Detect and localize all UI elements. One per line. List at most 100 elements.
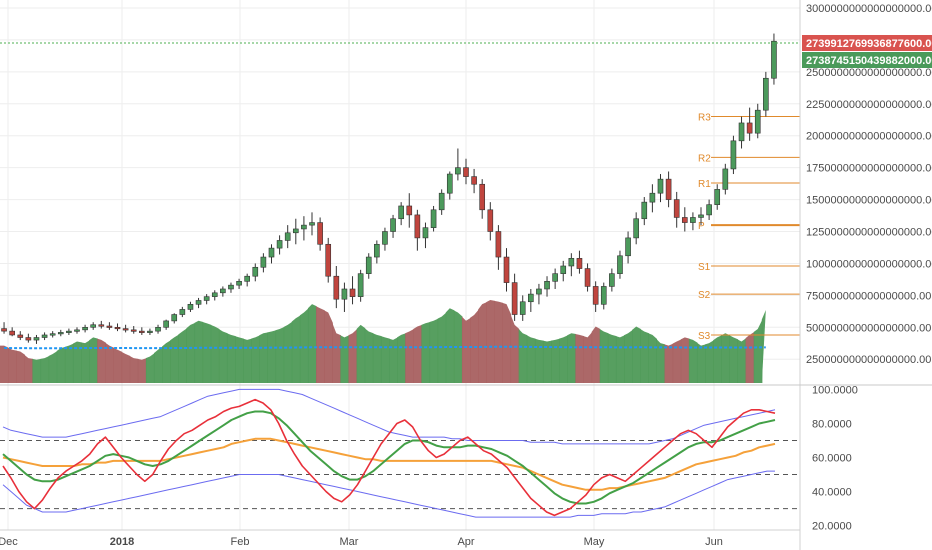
candle-body bbox=[560, 265, 567, 274]
price-tick-label: 1750000000000000000.00 bbox=[806, 163, 932, 175]
price-tick-label: 3000000000000000000.00 bbox=[806, 3, 932, 15]
volume-segment bbox=[194, 320, 204, 383]
pivot-label-r3: R3 bbox=[698, 113, 711, 124]
volume-segment bbox=[397, 333, 406, 383]
candle-body bbox=[706, 204, 712, 216]
last-price-tag-lower-bg bbox=[802, 52, 932, 68]
candle-body bbox=[552, 273, 558, 282]
volume-segment bbox=[72, 341, 82, 383]
volume-segment bbox=[624, 329, 633, 383]
price-tick-label: 1000000000000000000.00 bbox=[806, 258, 932, 270]
candle-body bbox=[211, 292, 218, 297]
candle-body bbox=[673, 199, 680, 218]
price-tick-label: 250000000000000000.00 bbox=[806, 354, 931, 366]
volume-segment bbox=[656, 339, 666, 383]
volume-segment bbox=[672, 339, 682, 383]
candle-body bbox=[341, 288, 348, 300]
candle-body bbox=[649, 192, 656, 203]
candle-body bbox=[771, 40, 777, 79]
candle-body bbox=[260, 256, 267, 268]
oscillator-axis[interactable]: 100.0000 80.0000 60.0000 40.0000 20.0000 bbox=[812, 384, 858, 532]
candle-body bbox=[536, 288, 542, 295]
volume-segment bbox=[713, 335, 722, 383]
candle-body bbox=[430, 209, 437, 228]
volume-segment bbox=[478, 302, 487, 383]
candle-body bbox=[333, 275, 340, 300]
candle-body bbox=[665, 178, 672, 200]
oscillator-tick-label: 100.0000 bbox=[812, 384, 858, 396]
volume-segment bbox=[299, 308, 309, 383]
last-price-tag-lower[interactable]: 2738745150439882000.00 bbox=[802, 52, 932, 68]
candle-body bbox=[228, 284, 234, 290]
candle-body bbox=[17, 334, 24, 338]
volume-segment bbox=[607, 333, 617, 383]
time-tick-label: Apr bbox=[457, 536, 474, 548]
price-tick-label: 500000000000000000.00 bbox=[806, 322, 931, 334]
volume-segment bbox=[251, 335, 260, 383]
candle-body bbox=[730, 140, 737, 170]
pivot-label-r2: R2 bbox=[698, 153, 711, 164]
candle-body bbox=[511, 282, 518, 315]
volume-segment bbox=[129, 356, 139, 383]
candle-body bbox=[155, 326, 161, 332]
candle-body bbox=[106, 325, 113, 328]
time-axis[interactable]: Dec 2018 Feb Mar Apr May Jun bbox=[0, 536, 723, 548]
candle-body bbox=[576, 258, 583, 269]
volume-segment bbox=[680, 337, 690, 383]
volume-segment bbox=[526, 335, 536, 383]
oscillator-band-lower bbox=[2, 470, 775, 518]
volume-segment bbox=[575, 334, 585, 383]
volume-segment bbox=[510, 314, 520, 383]
volume-segment bbox=[89, 337, 98, 383]
volume-segment bbox=[162, 340, 171, 383]
last-price-tag-upper[interactable]: 2739912769936877600.00 bbox=[802, 35, 932, 51]
volume-segment bbox=[453, 310, 463, 383]
last-price-upper-text: 2739912769936877600.00 bbox=[806, 38, 932, 50]
time-tick-label: 2018 bbox=[110, 536, 134, 548]
volume-ma-line bbox=[4, 345, 766, 350]
volume-segment bbox=[534, 338, 544, 383]
candle-body bbox=[600, 286, 607, 305]
volume-segment bbox=[24, 354, 34, 383]
candle-body bbox=[195, 300, 202, 305]
candle-body bbox=[171, 314, 178, 322]
pivot-label-s2: S2 bbox=[698, 290, 711, 301]
candle-body bbox=[382, 231, 388, 245]
volume-segment bbox=[591, 326, 601, 383]
volume-segment bbox=[307, 304, 317, 383]
pivot-label-s1: S1 bbox=[698, 262, 711, 273]
volume-segment bbox=[259, 332, 269, 383]
volume-segment bbox=[170, 334, 179, 383]
candle-body bbox=[722, 168, 729, 190]
candle-body bbox=[357, 273, 364, 297]
time-tick-label: Mar bbox=[340, 536, 359, 548]
candle-body bbox=[698, 214, 704, 218]
volume-segment bbox=[502, 302, 512, 383]
volume-segment bbox=[421, 321, 431, 383]
volume-segment bbox=[48, 351, 58, 383]
volume-segment bbox=[81, 340, 90, 383]
volume-segment bbox=[356, 324, 366, 383]
candle-body bbox=[317, 222, 323, 245]
volume-segment bbox=[599, 329, 609, 383]
candle-body bbox=[268, 247, 275, 258]
volume-segment bbox=[648, 333, 658, 383]
oscillator-rsi bbox=[2, 398, 776, 517]
price-tick-label: 1500000000000000000.00 bbox=[806, 195, 932, 207]
volume-ma-path bbox=[4, 345, 766, 350]
volume-segment bbox=[583, 331, 593, 383]
volume-segment bbox=[380, 336, 390, 383]
oscillator-tick-label: 20.0000 bbox=[812, 521, 852, 533]
volume-segment bbox=[696, 342, 706, 383]
candle-body bbox=[714, 189, 721, 205]
volume-segment bbox=[372, 333, 382, 383]
candle-body bbox=[309, 222, 315, 226]
candle-body bbox=[325, 243, 332, 277]
candle-body bbox=[479, 183, 486, 211]
volume-segment bbox=[202, 321, 212, 383]
candle-body bbox=[754, 109, 761, 134]
candle-body bbox=[284, 232, 291, 241]
candle-body bbox=[292, 228, 299, 234]
candle-body bbox=[9, 330, 15, 336]
